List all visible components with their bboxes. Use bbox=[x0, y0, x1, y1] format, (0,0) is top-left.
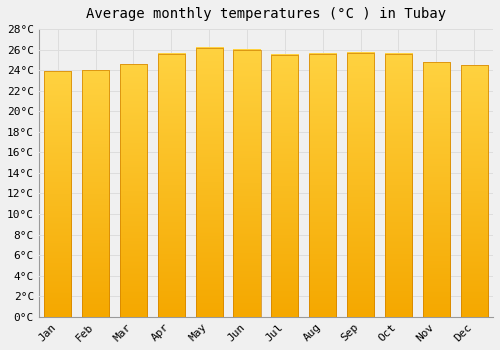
Bar bbox=[44, 71, 72, 317]
Bar bbox=[234, 50, 260, 317]
Bar bbox=[347, 53, 374, 317]
Bar bbox=[385, 54, 412, 317]
Bar bbox=[82, 70, 109, 317]
Title: Average monthly temperatures (°C ) in Tubay: Average monthly temperatures (°C ) in Tu… bbox=[86, 7, 446, 21]
Bar bbox=[120, 64, 147, 317]
Bar bbox=[196, 48, 223, 317]
Bar bbox=[422, 62, 450, 317]
Bar bbox=[158, 54, 185, 317]
Bar bbox=[460, 65, 488, 317]
Bar bbox=[271, 55, 298, 317]
Bar bbox=[309, 54, 336, 317]
